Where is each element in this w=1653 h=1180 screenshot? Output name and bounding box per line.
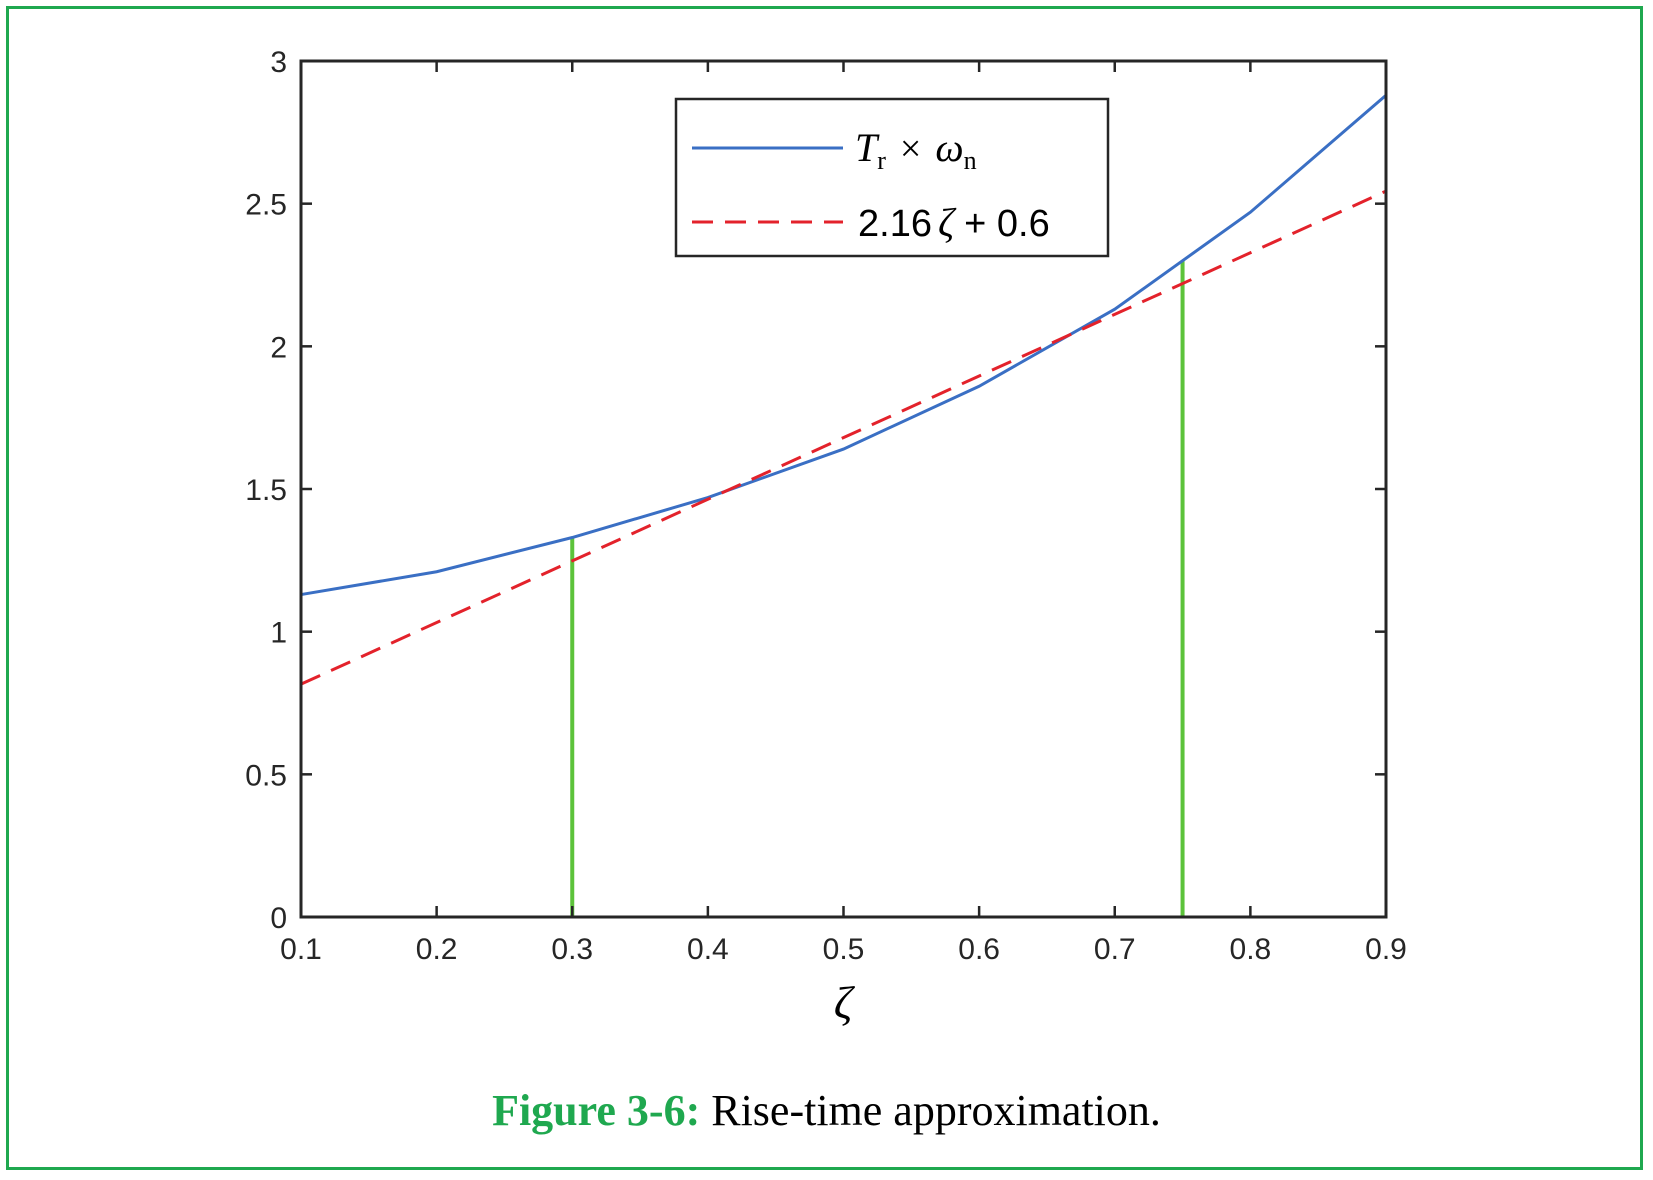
x-tick-label: 0.3 (551, 933, 593, 966)
axis-ticks: 0.1 0.2 0.3 0.4 0.5 0.6 0.7 0.8 0.9 0 0.5 1 1.5 2 2.5 3 (245, 46, 1407, 966)
y-tick-label: 1.5 (245, 474, 287, 507)
figure-caption: Figure 3-6: Rise-time approximation. (0, 1085, 1653, 1136)
x-tick-label: 0.6 (958, 933, 1000, 966)
caption-text: Rise-time approximation. (700, 1086, 1161, 1135)
legend-entry-actual: Tr × ωn (855, 125, 977, 175)
legend: Tr × ωn 2.16 ζ + 0.6 (674, 97, 1110, 258)
x-tick-label: 0.8 (1230, 933, 1272, 966)
series-line-actual (300, 94, 1387, 597)
series-line-fit (300, 189, 1387, 686)
legend-entry-fit: 2.16 ζ + 0.6 (858, 200, 1050, 245)
y-tick-label: 3 (270, 46, 287, 79)
x-tick-label: 0.5 (823, 933, 865, 966)
x-tick-label: 0.1 (280, 933, 322, 966)
y-tick-label: 2 (270, 331, 287, 364)
y-tick-label: 1 (270, 617, 287, 650)
x-axis-label: ζ (834, 977, 856, 1028)
legend-box (674, 97, 1110, 258)
figure-frame (6, 6, 1643, 1170)
y-tick-label: 2.5 (245, 189, 287, 222)
y-tick-label: 0.5 (245, 759, 287, 792)
x-tick-label: 0.2 (416, 933, 458, 966)
x-tick-label: 0.7 (1094, 933, 1136, 966)
plot-area (300, 94, 1387, 917)
caption-label: Figure 3-6: (492, 1086, 701, 1135)
x-tick-label: 0.9 (1365, 933, 1407, 966)
y-tick-label: 0 (270, 902, 287, 935)
x-tick-label: 0.4 (687, 933, 729, 966)
